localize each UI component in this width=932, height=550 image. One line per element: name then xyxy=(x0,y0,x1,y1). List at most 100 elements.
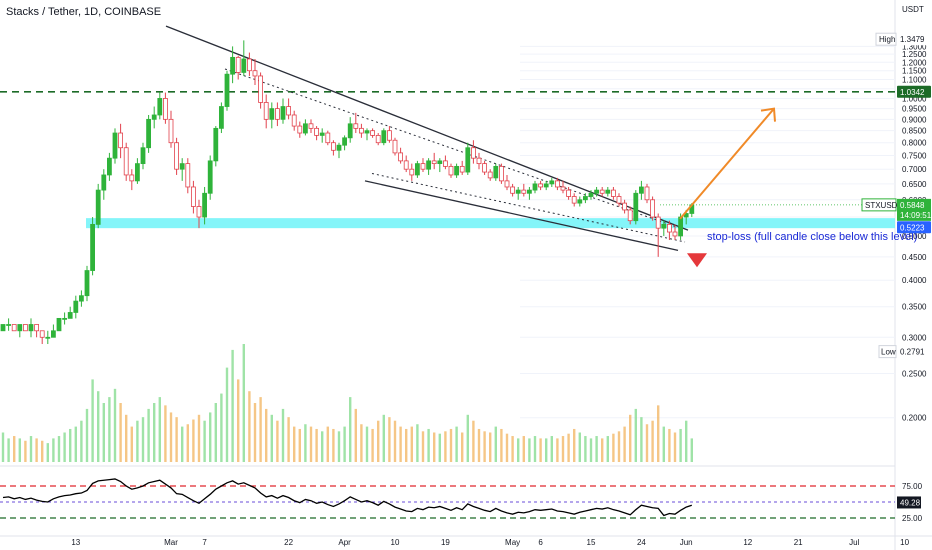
candle-body xyxy=(79,295,84,302)
candle-body xyxy=(336,144,342,151)
volume-bar xyxy=(164,405,167,462)
candle-body xyxy=(370,130,376,136)
volume-bar xyxy=(242,344,245,462)
candle-body xyxy=(594,189,599,194)
volume-bar xyxy=(617,431,621,462)
volume-bar xyxy=(427,428,430,462)
candle-body xyxy=(504,180,510,188)
volume-bar xyxy=(533,436,537,462)
candle-body xyxy=(230,56,236,75)
volume-bar xyxy=(494,426,497,462)
candle-body xyxy=(162,98,168,120)
volume-bar xyxy=(393,420,397,462)
volume-bar xyxy=(679,428,682,462)
candle-body xyxy=(297,125,303,134)
candle-body xyxy=(134,163,140,182)
volume-bar xyxy=(130,426,133,462)
candle-body xyxy=(672,231,678,237)
volume-bar xyxy=(388,417,391,462)
candle-body xyxy=(577,199,583,204)
volume-bar xyxy=(85,408,89,462)
support-zone[interactable] xyxy=(86,218,895,229)
candle-body xyxy=(0,324,6,332)
time-tick-label: 7 xyxy=(202,538,207,547)
volume-bar xyxy=(382,414,385,462)
volume-bar xyxy=(578,432,581,462)
volume-bar xyxy=(158,397,161,462)
time-tick-label: May xyxy=(505,538,520,547)
time-tick-label: 12 xyxy=(743,538,752,547)
candle-body xyxy=(644,186,650,201)
volume-bar xyxy=(651,420,654,462)
candle-body xyxy=(622,202,627,211)
candle-body xyxy=(409,168,415,176)
volume-bar xyxy=(18,438,21,462)
price-tick-label: 0.9000 xyxy=(902,115,927,124)
candle-body xyxy=(314,127,320,136)
volume-bar xyxy=(528,438,531,462)
volume-bar xyxy=(125,414,128,462)
price-tick-label: 0.2500 xyxy=(902,369,927,378)
candle-body xyxy=(611,189,616,197)
candle-body xyxy=(487,171,493,179)
candle-body xyxy=(442,160,448,167)
price-tick-label: 1.0000 xyxy=(902,94,927,103)
volume-bar xyxy=(556,438,559,462)
volume-bar xyxy=(539,438,542,462)
high-value-label-box xyxy=(897,33,931,46)
candle-body xyxy=(291,114,297,127)
candle-body xyxy=(11,324,17,332)
candle-body xyxy=(17,324,23,332)
volume-bar xyxy=(595,436,598,462)
inner-lower-dotted-line[interactable] xyxy=(371,173,686,243)
candle-body xyxy=(431,160,437,165)
volume-bar xyxy=(7,438,10,462)
time-tick-label: 21 xyxy=(794,538,803,547)
candle-body xyxy=(118,132,123,149)
resistance-price-label-box xyxy=(897,85,931,98)
candle-body xyxy=(269,108,275,120)
candle-body xyxy=(543,183,549,188)
time-tick-label: Mar xyxy=(164,538,178,547)
candle-body xyxy=(241,58,247,73)
volume-bar xyxy=(673,432,677,462)
candle-body xyxy=(560,186,566,191)
target-arrow-line[interactable] xyxy=(679,107,775,220)
volume-bar xyxy=(483,431,486,462)
volume-bar xyxy=(522,436,525,462)
candle-body xyxy=(437,160,443,165)
candle-body xyxy=(639,186,644,194)
volume-bar xyxy=(192,419,195,462)
wedge-upper-trendline[interactable] xyxy=(165,25,689,231)
candle-body xyxy=(22,324,28,332)
candle-body xyxy=(448,165,454,176)
last-price-box xyxy=(897,198,931,221)
stop-loss-marker[interactable] xyxy=(687,253,707,268)
candle-body xyxy=(73,300,79,313)
volume-bar xyxy=(371,428,374,462)
time-tick-label: 22 xyxy=(284,538,293,547)
candle-body xyxy=(392,139,398,154)
volume-bar xyxy=(354,408,357,462)
volume-bar xyxy=(567,433,570,462)
rsi-line[interactable] xyxy=(2,478,693,517)
candle-body xyxy=(123,147,129,176)
volume-bar xyxy=(405,428,408,462)
volume-bar xyxy=(13,436,16,462)
candle-body xyxy=(325,132,331,144)
volume-bar xyxy=(181,426,184,462)
candle-body xyxy=(510,186,516,194)
volume-bar xyxy=(349,397,352,462)
low-value-label: 0.2791 xyxy=(900,348,925,357)
quote-currency-label: USDT xyxy=(902,5,924,14)
volume-bar xyxy=(550,436,553,462)
volume-bar xyxy=(186,424,189,462)
candle-body xyxy=(190,186,196,207)
price-tick-label: 1.2000 xyxy=(902,58,927,67)
candle-body xyxy=(6,324,11,326)
wedge-lower-trendline[interactable] xyxy=(364,180,679,251)
price-tick-label: 1.3000 xyxy=(902,42,927,51)
volume-bar xyxy=(153,403,156,462)
inner-upper-dotted-line[interactable] xyxy=(224,68,681,229)
